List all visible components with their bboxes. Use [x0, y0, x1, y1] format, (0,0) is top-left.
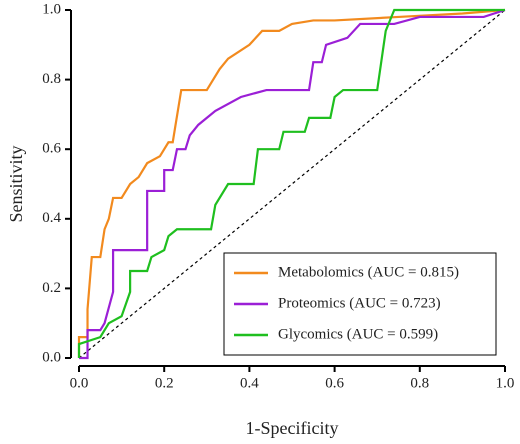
x-tick-label: 1.0: [496, 375, 515, 391]
x-tick-label: 0.4: [240, 375, 259, 391]
x-tick-label: 0.0: [70, 375, 89, 391]
legend-box: [223, 252, 497, 356]
x-axis-label: 1-Specificity: [246, 418, 339, 438]
legend-label: Glycomics (AUC = 0.599): [278, 326, 438, 342]
y-axis-label: Sensitivity: [6, 145, 26, 222]
y-tick-label: 0.8: [42, 71, 61, 87]
roc-curve: [77, 8, 506, 358]
legend-label: Proteomics (AUC = 0.723): [278, 295, 441, 311]
y-tick-label: 1.0: [42, 1, 61, 17]
x-tick-label: 0.8: [410, 375, 429, 391]
reference-line: [78, 9, 506, 359]
y-tick-label: 0.6: [42, 141, 61, 157]
roc-curve: [79, 8, 506, 360]
y-tick-label: 0.0: [42, 349, 61, 365]
y-tick-label: 0.2: [42, 280, 61, 296]
y-tick-label: 0.4: [42, 210, 61, 226]
x-tick-label: 0.6: [325, 375, 344, 391]
legend-label: Metabolomics (AUC = 0.815): [278, 264, 459, 280]
roc-curve: [77, 8, 505, 358]
x-tick-label: 0.2: [155, 375, 174, 391]
